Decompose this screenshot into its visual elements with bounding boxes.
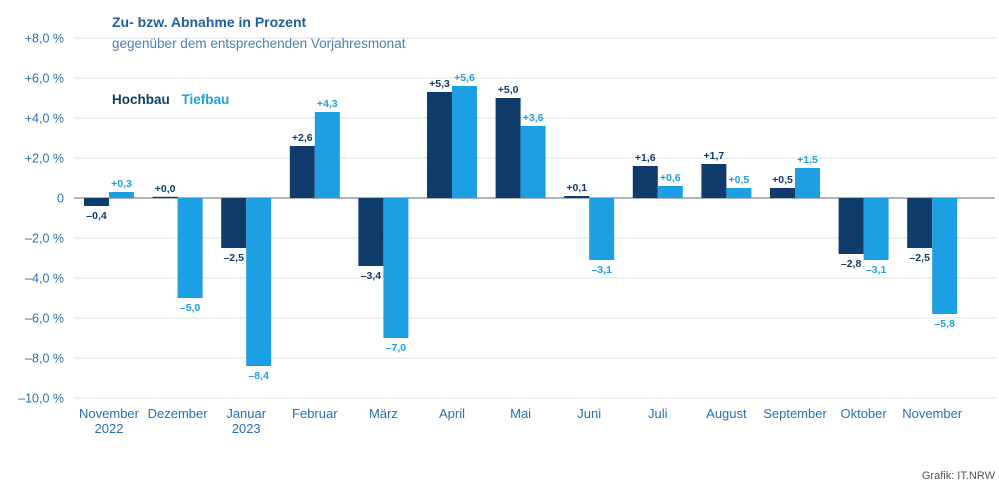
bar-hochbau — [84, 198, 109, 206]
source-credit: Grafik: IT.NRW — [921, 470, 995, 482]
bar-hochbau — [358, 198, 384, 266]
data-label-hochbau: –0,4 — [86, 210, 107, 222]
data-label-hochbau: +0,1 — [566, 182, 587, 194]
bar-tiefbau — [726, 188, 752, 198]
data-label-hochbau: +5,0 — [498, 84, 519, 96]
x-tick-label: Mai — [510, 406, 531, 421]
x-tick-label: September — [763, 406, 827, 421]
y-tick-label: +4,0 % — [25, 112, 64, 126]
data-label-tiefbau: –7,0 — [386, 342, 407, 354]
data-label-tiefbau: –3,1 — [591, 264, 612, 276]
data-label-hochbau: +2,6 — [292, 132, 313, 144]
data-label-tiefbau: +0,3 — [111, 178, 132, 190]
x-tick-label: Juli — [648, 406, 668, 421]
data-label-hochbau: +0,5 — [772, 174, 793, 186]
y-tick-label: –10,0 % — [18, 392, 64, 406]
data-label-tiefbau: +3,6 — [523, 112, 544, 124]
data-label-tiefbau: +1,5 — [797, 154, 818, 166]
bar-tiefbau — [314, 112, 340, 198]
bar-hochbau — [701, 164, 727, 198]
bar-hochbau — [770, 188, 795, 198]
x-tick-label: 2022 — [95, 421, 124, 436]
bar-tiefbau — [657, 186, 683, 198]
bar-tiefbau — [177, 198, 203, 298]
data-label-hochbau: –2,8 — [841, 258, 862, 270]
data-label-hochbau: +1,6 — [635, 152, 656, 164]
x-tick-label: Oktober — [840, 406, 887, 421]
bar-hochbau — [152, 196, 178, 198]
data-label-tiefbau: +5,6 — [454, 72, 475, 84]
bar-hochbau — [289, 146, 315, 198]
bar-tiefbau — [795, 168, 820, 198]
y-tick-label: +6,0 % — [25, 72, 64, 86]
data-label-hochbau: –3,4 — [361, 270, 382, 282]
bar-tiefbau — [383, 198, 409, 338]
data-label-tiefbau: –8,4 — [248, 370, 269, 382]
bar-tiefbau — [932, 198, 958, 314]
data-label-hochbau: –2,5 — [223, 252, 244, 264]
data-label-hochbau: +0,0 — [155, 183, 176, 195]
data-label-tiefbau: +0,6 — [660, 172, 681, 184]
x-tick-label: November — [902, 406, 963, 421]
bar-tiefbau — [109, 192, 134, 198]
data-label-tiefbau: –5,8 — [934, 318, 955, 330]
bar-hochbau — [427, 92, 452, 198]
bar-tiefbau — [863, 198, 889, 260]
data-label-tiefbau: –3,1 — [866, 264, 887, 276]
legend-item-tiefbau: Tiefbau — [181, 92, 230, 107]
bar-hochbau — [838, 198, 864, 254]
chart-title: Zu- bzw. Abnahme in Prozent — [112, 14, 307, 30]
legend-item-hochbau: Hochbau — [112, 92, 170, 107]
x-tick-label: Juni — [577, 406, 601, 421]
x-tick-label: März — [369, 406, 398, 421]
y-tick-label: 0 — [57, 192, 64, 206]
bar-hochbau — [632, 166, 658, 198]
y-tick-label: +8,0 % — [25, 32, 64, 46]
y-tick-label: –2,0 % — [25, 232, 64, 246]
data-label-tiefbau: +4,3 — [317, 98, 338, 110]
bar-hochbau — [495, 98, 521, 198]
x-tick-label: November — [79, 406, 140, 421]
y-tick-label: +2,0 % — [25, 152, 64, 166]
data-label-tiefbau: +0,5 — [729, 174, 750, 186]
x-tick-label: Dezember — [148, 406, 209, 421]
x-tick-label: 2023 — [232, 421, 261, 436]
y-tick-label: –8,0 % — [25, 352, 64, 366]
data-label-hochbau: +5,3 — [429, 78, 450, 90]
bar-tiefbau — [452, 86, 477, 198]
chart-subtitle: gegenüber dem entsprechenden Vorjahresmo… — [112, 36, 406, 51]
y-tick-label: –6,0 % — [25, 312, 64, 326]
y-tick-label: –4,0 % — [25, 272, 64, 286]
x-tick-label: April — [439, 406, 465, 421]
bar-hochbau — [564, 196, 590, 198]
bar-hochbau — [221, 198, 247, 248]
x-tick-label: Januar — [226, 406, 266, 421]
bar-tiefbau — [246, 198, 272, 366]
bar-hochbau — [907, 198, 933, 248]
legend: Hochbau Tiefbau — [112, 92, 229, 107]
x-tick-label: August — [706, 406, 747, 421]
data-label-hochbau: –2,5 — [909, 252, 930, 264]
x-tick-label: Februar — [292, 406, 338, 421]
bar-tiefbau — [520, 126, 546, 198]
data-label-hochbau: +1,7 — [704, 150, 725, 162]
bar-tiefbau — [589, 198, 615, 260]
data-label-tiefbau: –5,0 — [180, 302, 201, 314]
